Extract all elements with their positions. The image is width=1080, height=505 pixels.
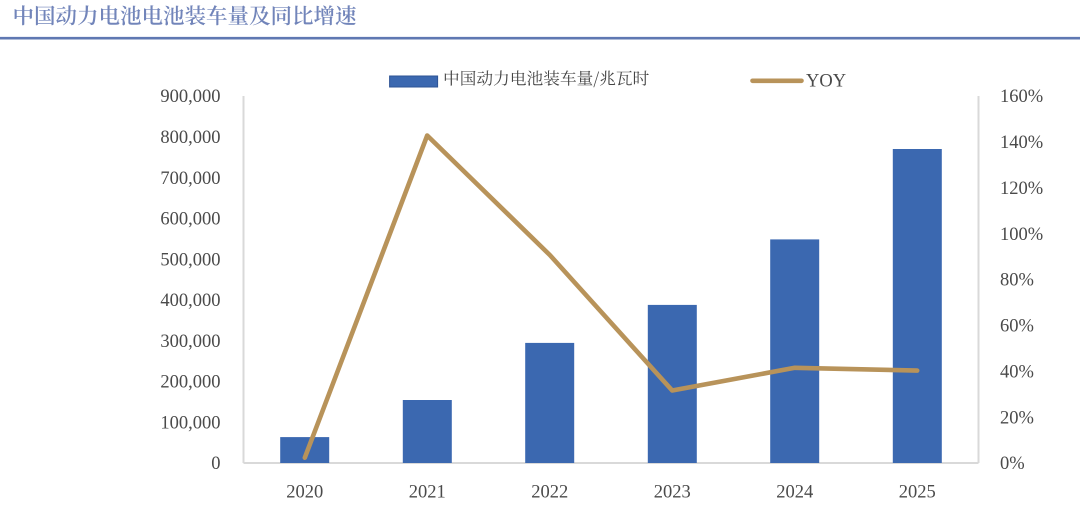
svg-text:100,000: 100,000: [160, 413, 220, 433]
svg-text:100%: 100%: [1000, 225, 1043, 245]
svg-text:900,000: 900,000: [160, 87, 220, 107]
svg-text:400,000: 400,000: [160, 291, 220, 311]
svg-text:2024: 2024: [776, 483, 813, 503]
svg-text:500,000: 500,000: [160, 250, 220, 270]
svg-text:40%: 40%: [1000, 362, 1034, 382]
svg-text:2020: 2020: [286, 483, 323, 503]
svg-text:20%: 20%: [1000, 408, 1034, 428]
svg-text:700,000: 700,000: [160, 169, 220, 189]
svg-text:2022: 2022: [531, 483, 568, 503]
svg-text:2025: 2025: [899, 483, 936, 503]
svg-text:120%: 120%: [1000, 179, 1043, 199]
svg-text:0: 0: [211, 454, 220, 474]
svg-text:0%: 0%: [1000, 454, 1025, 474]
svg-text:160%: 160%: [1000, 87, 1043, 107]
svg-text:80%: 80%: [1000, 271, 1034, 291]
svg-text:2023: 2023: [654, 483, 691, 503]
svg-text:60%: 60%: [1000, 317, 1034, 337]
svg-text:YOY: YOY: [806, 71, 846, 91]
svg-text:200,000: 200,000: [160, 373, 220, 393]
svg-text:600,000: 600,000: [160, 210, 220, 230]
svg-text:2021: 2021: [409, 483, 446, 503]
svg-text:140%: 140%: [1000, 133, 1043, 153]
svg-text:800,000: 800,000: [160, 128, 220, 148]
svg-text:300,000: 300,000: [160, 332, 220, 352]
